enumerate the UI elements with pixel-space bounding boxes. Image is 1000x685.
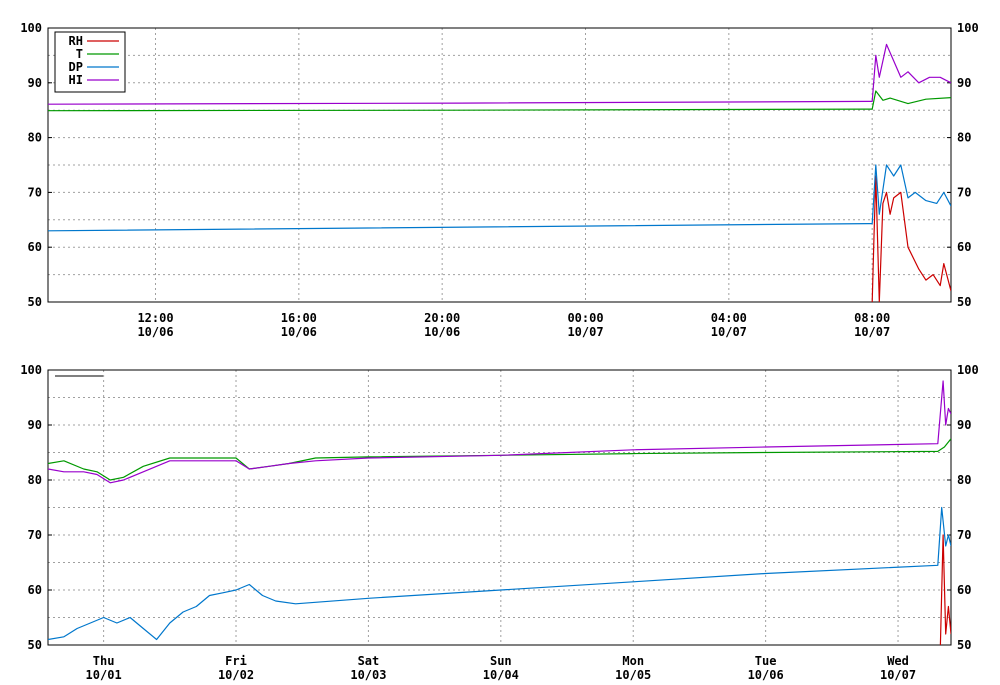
y-tick-label-right: 60: [957, 583, 971, 597]
x-tick-label-date: 10/03: [350, 668, 386, 682]
x-tick-label-date: 10/06: [424, 325, 460, 339]
x-tick-label-date: 10/06: [748, 668, 784, 682]
y-tick-label-left: 100: [20, 21, 42, 35]
x-tick-label-time: 00:00: [567, 311, 603, 325]
y-tick-label-left: 50: [28, 295, 42, 309]
y-tick-label-left: 70: [28, 185, 42, 199]
series-line-rh: [939, 534, 951, 645]
x-tick-label-time: Sat: [358, 654, 380, 668]
series-line-hi: [48, 380, 951, 484]
y-tick-label-left: 60: [28, 240, 42, 254]
x-tick-label-date: 10/02: [218, 668, 254, 682]
series-line-hi: [48, 43, 951, 105]
y-tick-label-right: 90: [957, 418, 971, 432]
x-tick-label-time: 04:00: [711, 311, 747, 325]
plot-frame: [47, 369, 952, 646]
x-tick-label-date: 10/07: [711, 325, 747, 339]
x-tick-label-date: 10/04: [483, 668, 519, 682]
y-tick-label-left: 50: [28, 638, 42, 652]
y-tick-label-right: 70: [957, 528, 971, 542]
legend-label-t: T: [76, 47, 83, 61]
y-tick-label-right: 80: [957, 473, 971, 487]
x-tick-label-time: Thu: [93, 654, 115, 668]
series-line-t: [48, 90, 951, 112]
x-tick-label-time: Wed: [887, 654, 909, 668]
y-tick-label-right: 50: [957, 295, 971, 309]
series-line-dp: [48, 164, 951, 232]
y-tick-label-left: 70: [28, 528, 42, 542]
x-tick-label-date: 10/07: [880, 668, 916, 682]
series-line-t: [48, 438, 951, 481]
x-tick-label-time: Tue: [755, 654, 777, 668]
x-tick-label-time: Fri: [225, 654, 247, 668]
y-tick-label-right: 50: [957, 638, 971, 652]
x-tick-label-time: 16:00: [281, 311, 317, 325]
legend-label-dp: DP: [69, 60, 83, 74]
legend-box: [54, 31, 126, 93]
series-line-rh: [871, 175, 951, 302]
y-tick-label-right: 80: [957, 131, 971, 145]
x-tick-label-time: 08:00: [854, 311, 890, 325]
legend-label-hi: HI: [69, 73, 83, 87]
x-tick-label-date: 10/01: [86, 668, 122, 682]
y-tick-label-left: 90: [28, 418, 42, 432]
y-tick-label-left: 80: [28, 131, 42, 145]
y-tick-label-right: 60: [957, 240, 971, 254]
y-tick-label-left: 90: [28, 76, 42, 90]
x-tick-label-date: 10/06: [281, 325, 317, 339]
y-tick-label-left: 60: [28, 583, 42, 597]
y-tick-label-right: 90: [957, 76, 971, 90]
y-tick-label-right: 70: [957, 185, 971, 199]
x-tick-label-date: 10/05: [615, 668, 651, 682]
y-tick-label-left: 100: [20, 363, 42, 377]
x-tick-label-date: 10/06: [137, 325, 173, 339]
y-tick-label-right: 100: [957, 363, 979, 377]
x-tick-label-time: Mon: [622, 654, 644, 668]
legend-label-rh: RH: [69, 34, 83, 48]
series-line-dp: [48, 506, 951, 641]
x-tick-label-time: 20:00: [424, 311, 460, 325]
x-tick-label-time: 12:00: [137, 311, 173, 325]
x-tick-label-time: Sun: [490, 654, 512, 668]
y-tick-label-right: 100: [957, 21, 979, 35]
x-tick-label-date: 10/07: [567, 325, 603, 339]
x-tick-label-date: 10/07: [854, 325, 890, 339]
plot-frame: [47, 27, 952, 303]
y-tick-label-left: 80: [28, 473, 42, 487]
